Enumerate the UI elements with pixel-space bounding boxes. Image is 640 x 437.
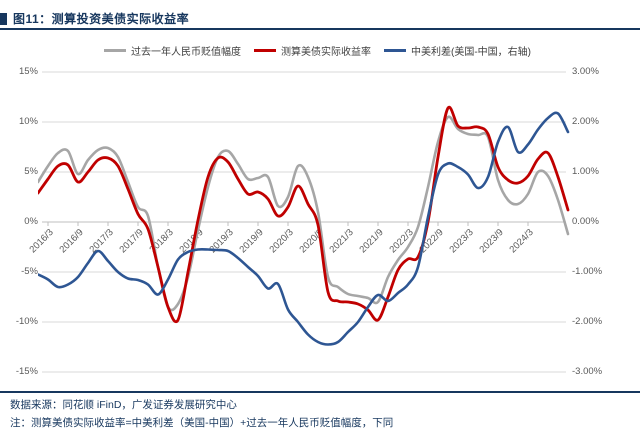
- right-axis-tick-label: 1.00%: [572, 166, 599, 177]
- legend-swatch-red-line: [254, 48, 276, 52]
- title-accent-block: [0, 13, 7, 25]
- series-line-2: [38, 111, 570, 346]
- left-axis-tick-label: 15%: [18, 66, 38, 77]
- series-line-0: [38, 115, 570, 312]
- left-axis-tick-label: 0%: [24, 216, 38, 227]
- data-source-note: 数据来源：同花顺 iFinD，广发证券发展研究中心: [10, 399, 237, 411]
- right-axis-tick-label: 2.00%: [572, 116, 599, 127]
- left-axis-tick-label: -10%: [15, 316, 38, 327]
- legend-swatch-blue-line: [384, 48, 406, 52]
- left-axis-tick-label: -5%: [21, 266, 38, 277]
- chart-legend: 过去一年人民币贬值幅度 测算美债实际收益率 中美利差(美国-中国，右轴): [0, 43, 640, 58]
- legend-label: 测算美债实际收益率: [281, 46, 371, 58]
- bottom-rule: [0, 391, 640, 393]
- legend-label: 中美利差(美国-中国，右轴): [411, 46, 531, 58]
- left-axis-tick-label: 10%: [18, 116, 38, 127]
- legend-item-us-bond-real-yield: 测算美债实际收益率: [254, 43, 371, 58]
- legend-label: 过去一年人民币贬值幅度: [131, 46, 241, 58]
- left-axis-tick-label: -15%: [15, 366, 38, 377]
- figure-title: 图11：测算投资美债实际收益率: [13, 12, 190, 26]
- legend-item-rmb-depreciation: 过去一年人民币贬值幅度: [104, 43, 241, 58]
- right-axis-tick-label: 0.00%: [572, 216, 599, 227]
- legend-item-us-china-spread: 中美利差(美国-中国，右轴): [384, 43, 531, 58]
- right-axis-tick-label: 3.00%: [572, 66, 599, 77]
- title-rule: [0, 28, 640, 30]
- series-line-1: [38, 105, 570, 324]
- right-axis-tick-label: -2.00%: [572, 316, 603, 327]
- legend-swatch-gray-line: [104, 48, 126, 52]
- footnote: 注：测算美债实际收益率=中美利差（美国-中国）+过去一年人民币贬值幅度，下同: [10, 417, 394, 429]
- right-axis-tick-label: -3.00%: [572, 366, 603, 377]
- right-axis-tick-label: -1.00%: [572, 266, 603, 277]
- left-axis-tick-label: 5%: [24, 166, 38, 177]
